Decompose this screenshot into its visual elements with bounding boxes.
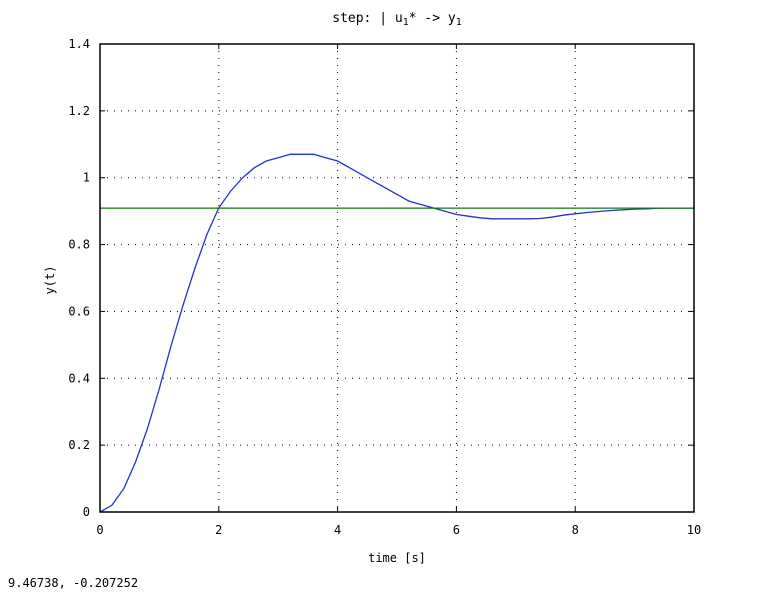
title-prefix: step: | u [332, 11, 402, 26]
title-sub2: 1 [456, 17, 462, 28]
step-response-line [99, 153, 694, 513]
series-lines [99, 153, 694, 513]
y-tick-label: 0 [83, 505, 90, 519]
x-axis-label: time [s] [368, 551, 426, 565]
chart-title: step: | u1* -> y1 [332, 11, 461, 28]
plot-area[interactable]: 0 2 4 6 8 10 0 0.2 0.4 0.6 0.8 1 1.2 1.4 step: | u1* … [0, 0, 768, 575]
y-tick-label: 0.8 [68, 238, 90, 252]
title-sub1: 1 [403, 17, 409, 28]
title-mid: * -> y [409, 11, 456, 26]
y-axis-label: y(t) [43, 266, 57, 295]
plot-frame [99, 43, 695, 513]
x-tick-label: 8 [572, 523, 579, 537]
x-tick-label: 4 [334, 523, 341, 537]
x-tick-label: 2 [215, 523, 222, 537]
y-tick-label: 0.4 [68, 371, 90, 385]
plot-background [100, 44, 694, 512]
y-tick-label: 0.2 [68, 438, 90, 452]
x-tick-label: 6 [453, 523, 460, 537]
y-tick-label: 1.4 [68, 37, 90, 51]
y-tick-label: 1 [83, 171, 90, 185]
x-tick-label: 0 [96, 523, 103, 537]
y-tick-label: 0.6 [68, 304, 90, 318]
tick-labels: 0 2 4 6 8 10 0 0.2 0.4 0.6 0.8 1 1.2 1.4 [68, 37, 701, 537]
coordinate-readout: 9.46738, -0.207252 [8, 576, 139, 590]
grid-lines [100, 44, 694, 512]
y-tick-label: 1.2 [68, 104, 90, 118]
axis-ticks [99, 43, 695, 513]
x-tick-label: 10 [687, 523, 701, 537]
